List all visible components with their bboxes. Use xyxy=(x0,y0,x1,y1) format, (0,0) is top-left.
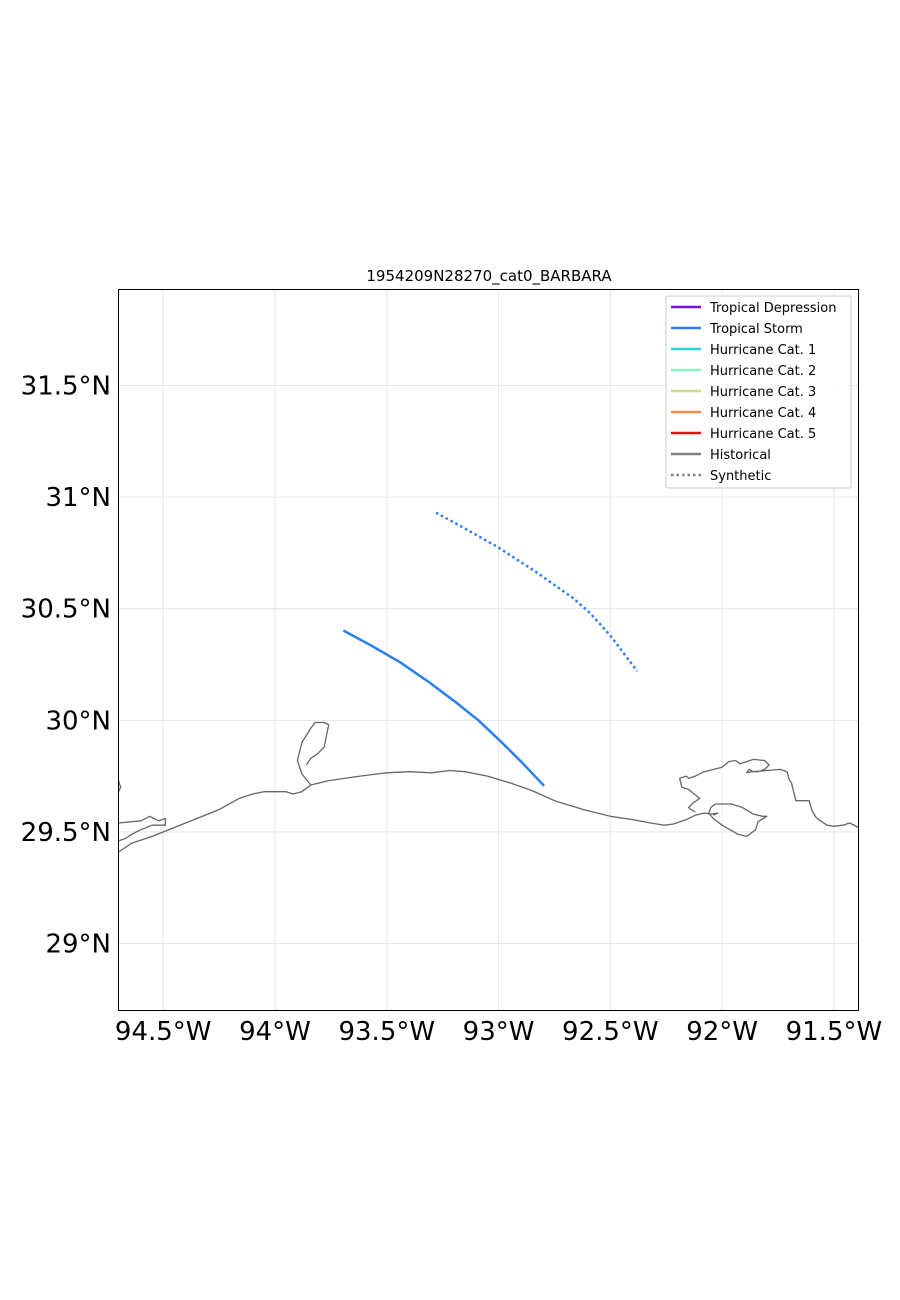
y-tick-label: 29°N xyxy=(45,930,111,960)
legend-label: Hurricane Cat. 1 xyxy=(710,343,816,358)
legend-label: Hurricane Cat. 5 xyxy=(710,427,816,442)
synthetic-track xyxy=(435,511,639,672)
legend-label: Hurricane Cat. 3 xyxy=(710,385,816,400)
x-tick-label: 93.5°W xyxy=(338,1017,435,1047)
x-tick-label: 92.5°W xyxy=(562,1017,659,1047)
coastline-segment xyxy=(678,758,859,829)
x-tick-label: 91.5°W xyxy=(786,1017,883,1047)
map-title: 1954209N28270_cat0_BARBARA xyxy=(366,267,612,286)
legend-label: Synthetic xyxy=(710,469,771,484)
coastline-segment xyxy=(118,769,719,853)
y-tick-label: 31.5°N xyxy=(21,371,111,401)
coastline xyxy=(117,721,859,853)
x-tick-label: 93°W xyxy=(463,1017,535,1047)
legend-label: Hurricane Cat. 4 xyxy=(710,406,816,421)
y-axis-tick-labels: 31.5°N 31°N 30.5°N 30°N 29.5°N 29°N xyxy=(21,371,111,959)
coastline-segment xyxy=(117,780,122,792)
x-tick-label: 94°W xyxy=(239,1017,311,1047)
coastline-segment xyxy=(118,815,167,842)
historical-track xyxy=(343,629,545,787)
x-tick-label: 92°W xyxy=(686,1017,758,1047)
legend-label: Hurricane Cat. 2 xyxy=(710,364,816,379)
storm-tracks xyxy=(343,511,639,787)
legend-label: Historical xyxy=(710,448,771,463)
legend-label: Tropical Depression xyxy=(709,301,836,316)
y-tick-label: 30°N xyxy=(45,706,111,736)
y-tick-label: 31°N xyxy=(45,483,111,513)
coastline-segment xyxy=(296,721,330,786)
legend: Tropical Depression Tropical Storm Hurrica… xyxy=(665,295,852,489)
x-tick-label: 94.5°W xyxy=(115,1017,212,1047)
map-frame xyxy=(118,289,859,1011)
x-axis-tick-labels: 94.5°W 94°W 93.5°W 93°W 92.5°W 92°W 91.5°W xyxy=(115,1017,882,1047)
legend-box xyxy=(665,295,852,489)
legend-label: Tropical Storm xyxy=(709,322,803,337)
y-tick-label: 29.5°N xyxy=(21,818,111,848)
coastline-segment xyxy=(708,803,768,838)
y-tick-label: 30.5°N xyxy=(21,595,111,625)
